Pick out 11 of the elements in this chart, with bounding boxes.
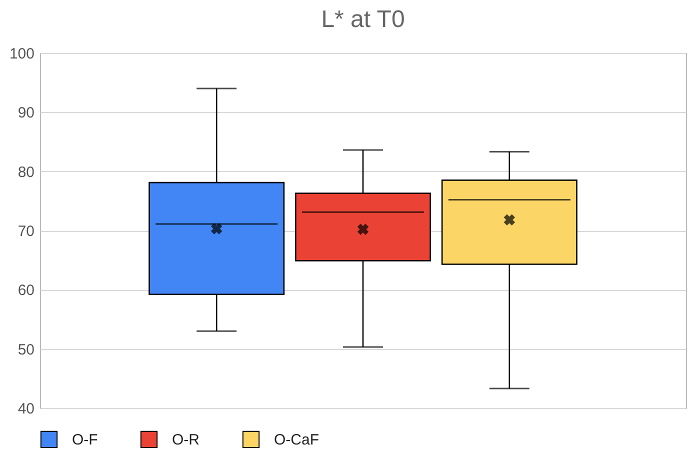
y-tick-label: 60 bbox=[18, 282, 34, 300]
legend-label: O-R bbox=[172, 431, 200, 448]
y-tick-label: 100 bbox=[9, 46, 34, 62]
legend-label: O-CaF bbox=[274, 431, 319, 448]
y-tick-label: 90 bbox=[18, 104, 34, 122]
y-tick-label: 40 bbox=[18, 400, 34, 418]
chart-title: L* at T0 bbox=[321, 6, 405, 33]
y-tick-label: 70 bbox=[18, 223, 34, 240]
y-tick-label: 80 bbox=[18, 164, 34, 181]
legend-label: O-F bbox=[72, 431, 98, 448]
y-tick-label: 50 bbox=[18, 341, 34, 358]
